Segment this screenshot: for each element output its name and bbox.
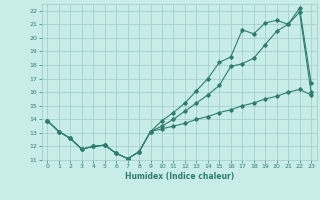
X-axis label: Humidex (Indice chaleur): Humidex (Indice chaleur) bbox=[124, 172, 234, 181]
